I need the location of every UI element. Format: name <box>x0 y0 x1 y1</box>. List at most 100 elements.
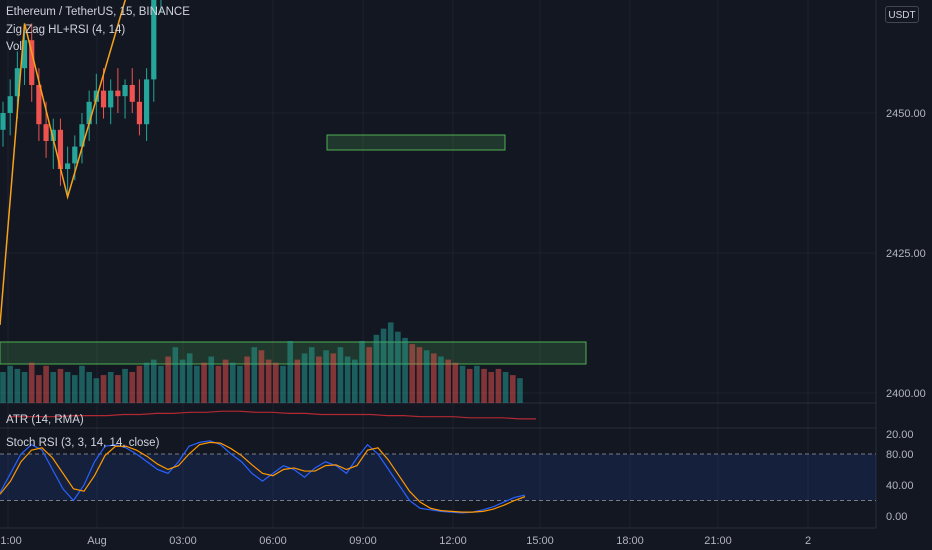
volume-bar <box>495 368 502 403</box>
volume-bar <box>208 356 215 403</box>
volume-bar <box>222 359 229 403</box>
price-tick-label: 2400.00 <box>886 388 926 400</box>
atr-tick-label: 20.00 <box>886 429 914 441</box>
volume-bar <box>402 337 408 403</box>
stoch-legend[interactable]: Stoch RSI (3, 3, 14, 14, close) <box>6 437 160 449</box>
volume-bar <box>273 362 279 403</box>
time-tick-label: 06:00 <box>259 535 287 547</box>
volume-bar <box>72 375 78 403</box>
volume-bar <box>7 365 13 403</box>
volume-bar <box>481 368 487 403</box>
volume-bar <box>28 362 35 403</box>
volume-bar <box>431 353 437 403</box>
volume-bar <box>186 353 193 403</box>
volume-bar <box>323 350 329 403</box>
time-tick-label: Aug <box>87 535 107 547</box>
volume-bar <box>21 372 28 403</box>
volume-legend[interactable]: Vol <box>6 41 22 53</box>
volume-bar <box>373 334 380 403</box>
volume-bar <box>287 341 293 403</box>
volume-bars <box>0 322 523 403</box>
volume-bar <box>244 356 250 403</box>
volume-bar <box>14 368 21 403</box>
volume-bar <box>237 365 243 403</box>
time-tick-label: 12:00 <box>439 535 467 547</box>
volume-bar <box>359 341 365 403</box>
volume-bar <box>366 347 372 403</box>
candle-body <box>108 90 114 108</box>
volume-bar <box>150 359 157 403</box>
candle-body <box>21 40 28 69</box>
stoch-rsi-pane <box>0 440 876 514</box>
candle-body <box>36 85 42 125</box>
zigzag-legend[interactable]: Zig Zag HL+RSI (4, 14) <box>6 24 126 36</box>
time-tick-label: 03:00 <box>169 535 197 547</box>
volume-bar <box>423 350 430 403</box>
volume-bar <box>337 347 344 403</box>
time-tick-label: 21:00 <box>0 535 22 547</box>
stoch-k-line <box>0 440 526 514</box>
stoch-tick-label: 0.00 <box>886 511 907 523</box>
volume-bar <box>438 356 444 403</box>
volume-bar <box>215 365 222 403</box>
volume-bar <box>201 362 207 403</box>
stoch-band <box>0 454 876 501</box>
stoch-tick-label: 40.00 <box>886 480 914 492</box>
candle-body <box>29 40 35 85</box>
volume-bar <box>0 372 6 403</box>
time-axis[interactable]: 21:00 Aug 03:00 06:00 09:00 12:00 15:00 18:00 21… <box>0 535 811 547</box>
volume-bar <box>452 362 459 403</box>
volume-bar <box>474 365 480 403</box>
volume-bar <box>43 365 49 403</box>
atr-pane <box>8 410 536 420</box>
time-tick-label: 2 <box>805 535 811 547</box>
volume-bar <box>179 359 186 403</box>
volume-bar <box>251 347 258 403</box>
candle-body <box>43 124 49 141</box>
candlestick-series <box>0 0 162 197</box>
volume-bar <box>165 356 171 403</box>
price-tick-label: 2425.00 <box>886 248 926 260</box>
candle-body <box>86 101 92 125</box>
volume-bar <box>265 359 272 403</box>
highlight-zones <box>0 134 587 365</box>
candle-body <box>129 85 135 102</box>
price-axis[interactable]: 2400.002425.002450.002475.002500.002525.… <box>878 0 930 523</box>
volume-bar <box>308 347 315 403</box>
volume-bar <box>509 375 516 403</box>
volume-bar <box>488 372 495 403</box>
candle-body <box>151 0 157 80</box>
time-tick-label: 15:00 <box>526 535 554 547</box>
volume-bar <box>459 365 466 403</box>
candle-body <box>65 163 71 169</box>
candle-body <box>144 79 150 125</box>
volume-bar <box>194 365 200 403</box>
volume-bar <box>517 378 523 403</box>
zigzag-line <box>0 0 127 326</box>
volume-bar <box>280 365 286 403</box>
volume-bar <box>79 365 85 403</box>
volume-bar <box>380 328 387 403</box>
candle-body <box>7 96 13 113</box>
chart-title[interactable]: Ethereum / TetherUS, 15, BINANCE <box>6 6 190 18</box>
volume-bar <box>416 347 423 403</box>
volume-bar <box>387 322 394 403</box>
candle-body <box>79 124 85 147</box>
candle-body <box>115 90 121 97</box>
volume-bar <box>344 356 351 403</box>
candle-body <box>100 90 107 108</box>
stoch-d-line <box>0 441 526 513</box>
volume-bar <box>36 375 42 403</box>
volume-bar <box>502 372 509 403</box>
currency-selector[interactable]: USDT <box>885 6 919 23</box>
volume-bar <box>258 350 265 403</box>
candle-body <box>50 129 56 141</box>
volume-bar <box>50 372 57 403</box>
volume-bar <box>466 368 473 403</box>
volume-bar <box>107 372 114 403</box>
volume-bar <box>229 362 236 403</box>
grid-lines <box>0 0 877 529</box>
atr-legend[interactable]: ATR (14, RMA) <box>6 414 84 426</box>
volume-bar <box>316 356 322 403</box>
